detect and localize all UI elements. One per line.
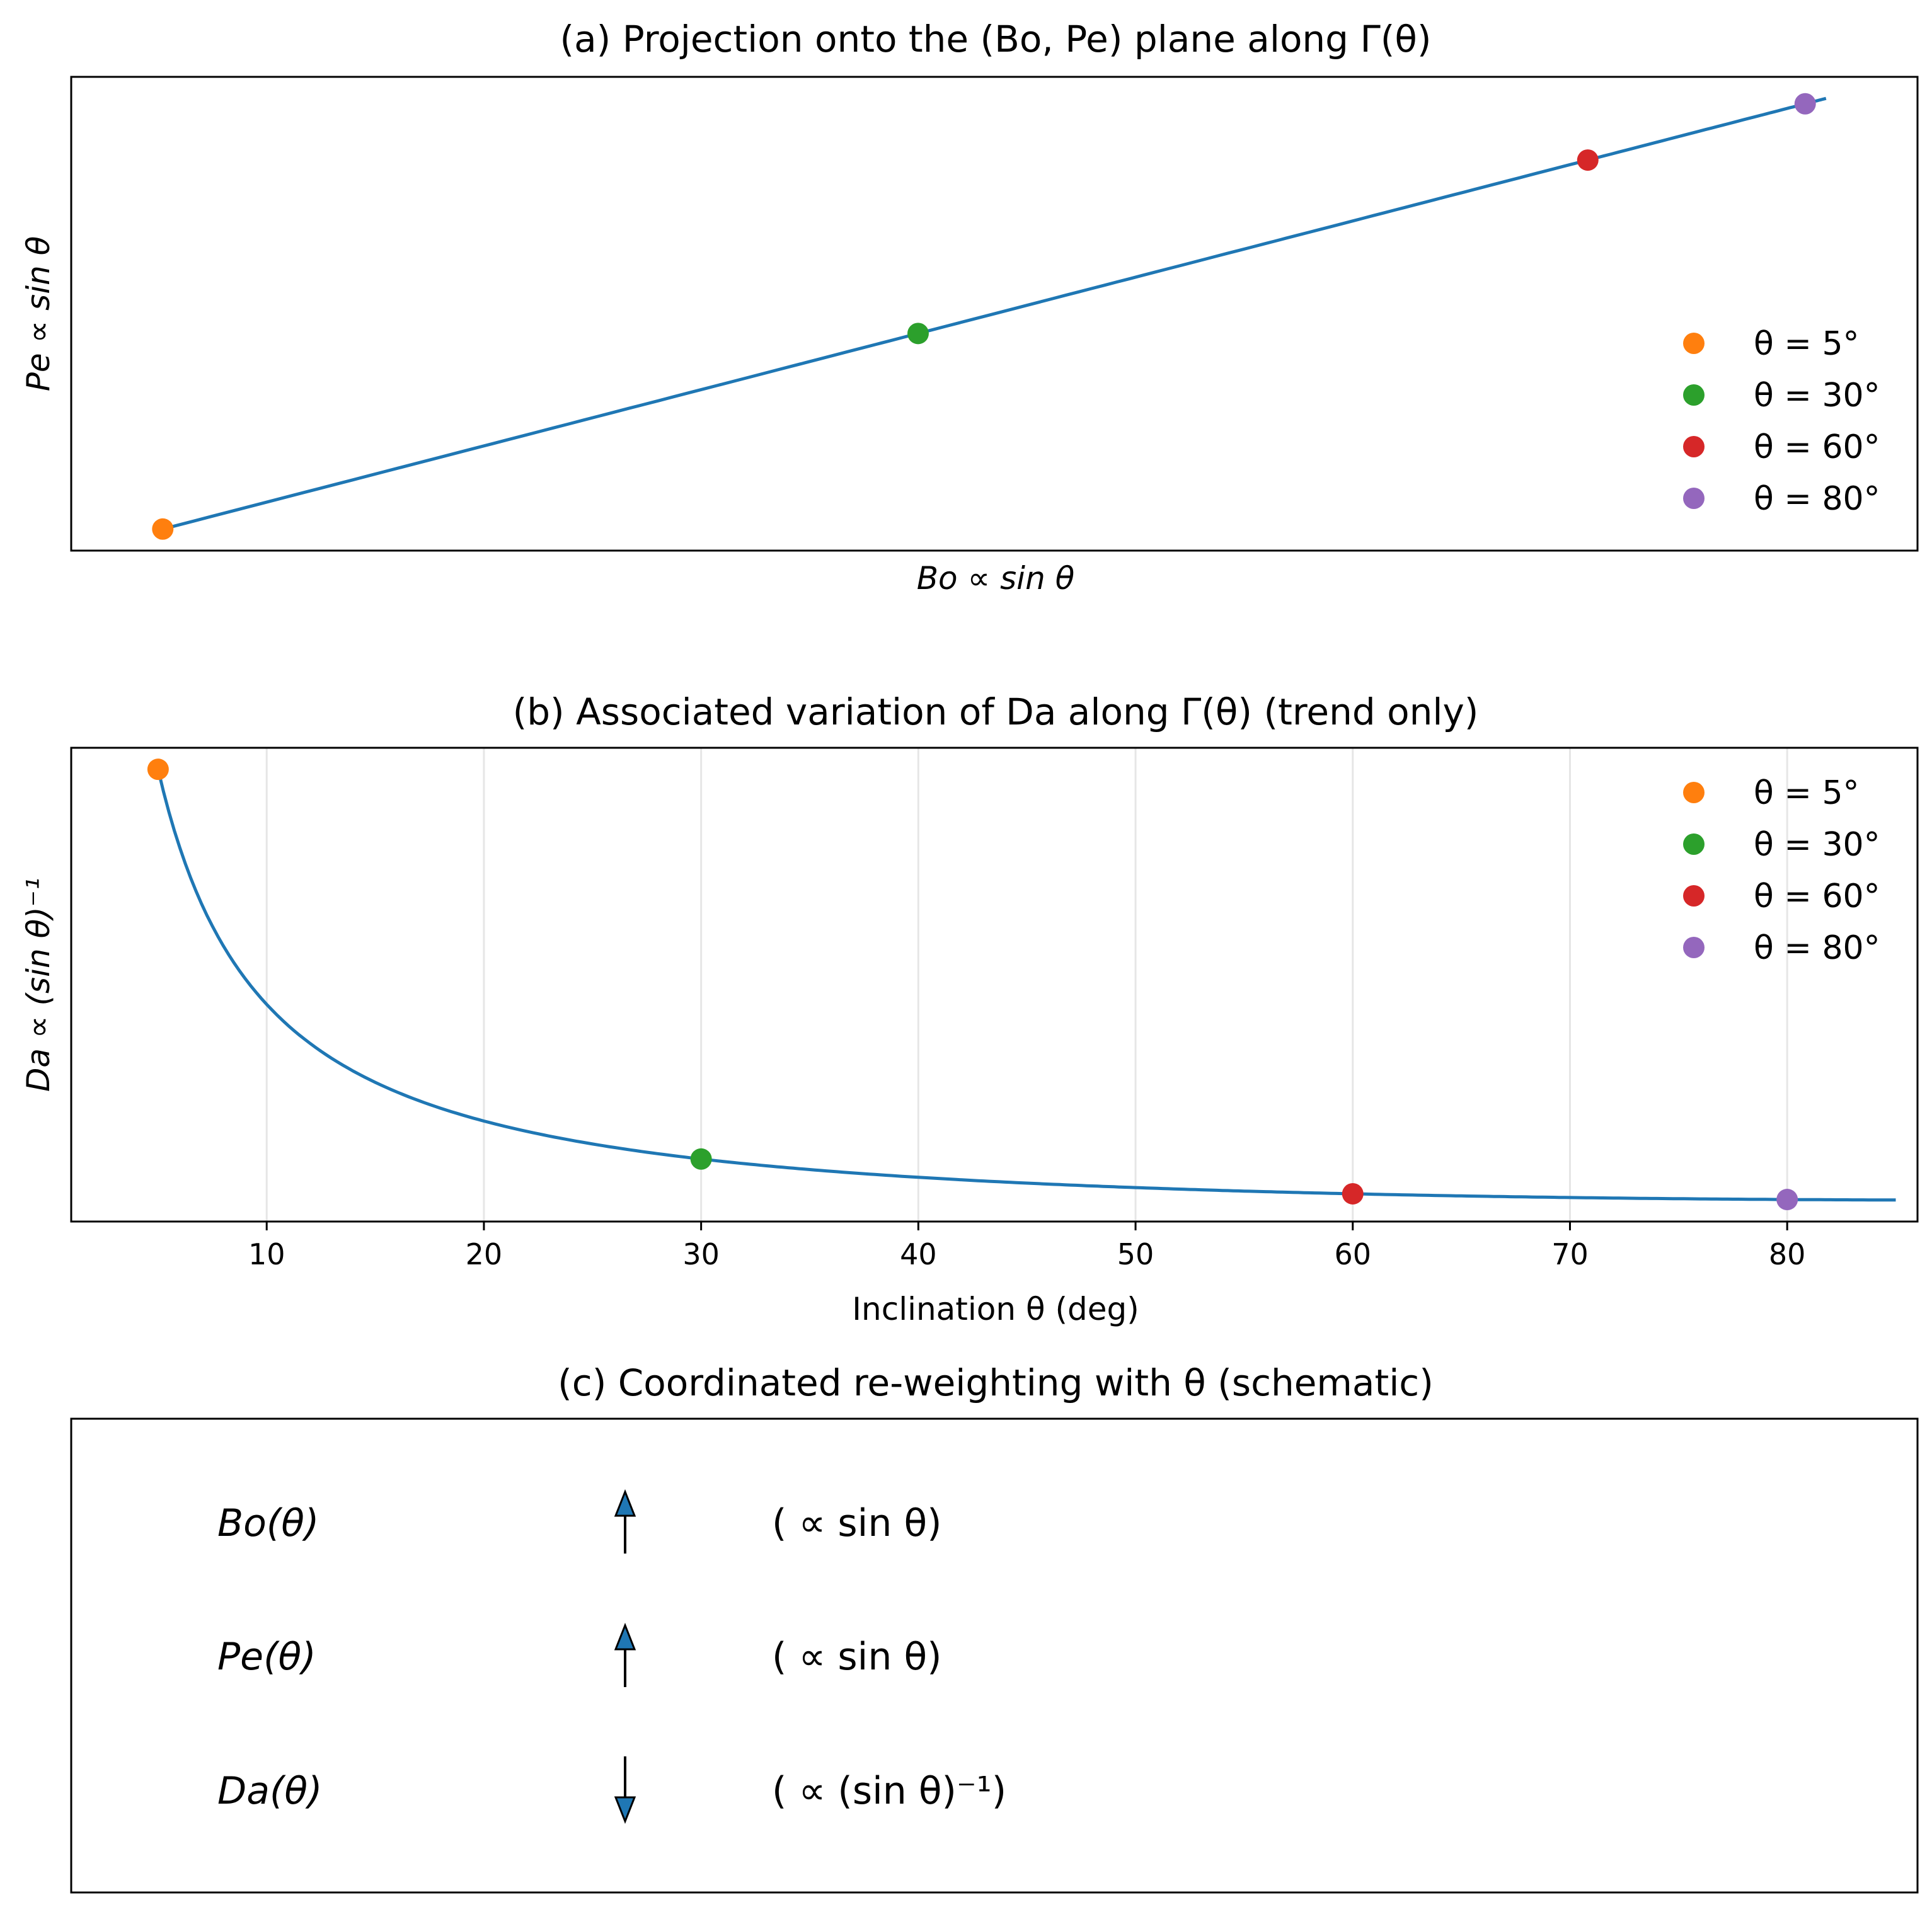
panel-b-curve-layer xyxy=(156,769,1896,1202)
arrow-up-icon xyxy=(614,1489,636,1517)
panel-a-legend-marker xyxy=(1683,384,1705,406)
panel-b-marker-point xyxy=(1776,1189,1798,1211)
panel-a-legend-label: θ = 5° xyxy=(1754,325,1860,363)
arrow-up-icon xyxy=(614,1622,636,1651)
panel-a: (a) Projection onto the (Bo, Pe) plane a… xyxy=(20,18,1919,597)
panel-b-legend-label: θ = 30° xyxy=(1754,826,1880,864)
schematic-relation-label: ( ∝ sin θ) xyxy=(772,1635,942,1679)
panel-b-legend: θ = 5° θ = 30° θ = 60° θ = 80° xyxy=(1683,774,1880,967)
panel-b-axes-frame xyxy=(70,747,1919,1223)
panel-a-legend-marker xyxy=(1683,488,1705,509)
panel-b-legend-label: θ = 5° xyxy=(1754,774,1860,812)
panel-b-title: (b) Associated variation of Da along Γ(θ… xyxy=(513,690,1479,733)
schematic-quantity-label: Da(θ) xyxy=(217,1769,323,1813)
panel-c-rows: Bo(θ) ( ∝ sin θ) Pe(θ) ( ∝ sin θ) Da(θ) ( ∝ (… xyxy=(217,1489,1006,1824)
panel-a-legend-label: θ = 60° xyxy=(1754,428,1880,466)
panel-b-xtick-label: 80 xyxy=(1769,1237,1806,1271)
panel-a-marker-point xyxy=(907,323,929,345)
panel-b-legend-marker xyxy=(1683,833,1705,855)
panel-c: (c) Coordinated re-weighting with θ (sch… xyxy=(70,1361,1919,1894)
schematic-quantity-label: Pe(θ) xyxy=(217,1635,316,1679)
panel-b-marker-point xyxy=(147,759,169,781)
panel-a-curve-layer xyxy=(162,96,1827,531)
arrow-down-icon xyxy=(614,1796,636,1824)
panel-b-xtick-label: 20 xyxy=(466,1237,503,1271)
panel-a-legend-label: θ = 80° xyxy=(1754,480,1880,518)
panel-c-title: (c) Coordinated re-weighting with θ (sch… xyxy=(558,1361,1434,1404)
schematic-relation-label: ( ∝ sin θ) xyxy=(772,1501,942,1545)
panel-b-marker-point xyxy=(1342,1182,1364,1205)
panel-a-marker-layer xyxy=(152,93,1816,540)
panel-b-xtick-label: 10 xyxy=(248,1237,285,1271)
panel-a-legend-label: θ = 30° xyxy=(1754,377,1880,415)
panel-a-ylabel: Pe ∝ sin θ xyxy=(20,236,57,392)
panel-b-xtick-label: 30 xyxy=(682,1237,720,1271)
panel-a-series-line xyxy=(162,96,1827,531)
panel-b-legend-label: θ = 80° xyxy=(1754,929,1880,967)
panel-a-legend: θ = 5° θ = 30° θ = 60° θ = 80° xyxy=(1683,325,1880,518)
panel-a-marker-point xyxy=(1577,149,1599,171)
panel-a-title: (a) Projection onto the (Bo, Pe) plane a… xyxy=(560,18,1432,60)
panel-a-marker-point xyxy=(1794,93,1816,115)
panel-b-legend-marker xyxy=(1683,782,1705,803)
panel-b-marker-point xyxy=(690,1148,712,1170)
panel-a-axes-frame xyxy=(70,76,1919,552)
panel-a-legend-marker xyxy=(1683,333,1705,354)
panel-a-xlabel: Bo ∝ sin θ xyxy=(917,560,1075,597)
panel-b-xtick-label: 40 xyxy=(900,1237,937,1271)
panel-b-xlabel: Inclination θ (deg) xyxy=(852,1291,1139,1327)
panel-b-series-line xyxy=(156,769,1896,1202)
panel-a-marker-point xyxy=(152,518,174,540)
panel-b: (b) Associated variation of Da along Γ(θ… xyxy=(20,690,1919,1327)
panel-b-xtick-label: 50 xyxy=(1117,1237,1154,1271)
panel-b-legend-label: θ = 60° xyxy=(1754,878,1880,915)
panel-b-marker-layer xyxy=(147,759,1798,1211)
panel-b-xtick-label: 70 xyxy=(1551,1237,1589,1271)
panel-b-xtick-label: 60 xyxy=(1334,1237,1371,1271)
panel-b-legend-marker xyxy=(1683,885,1705,907)
panel-a-legend-marker xyxy=(1683,436,1705,457)
panel-b-ylabel: Da ∝ (sin θ)⁻¹ xyxy=(20,878,57,1092)
panel-c-frame xyxy=(70,1417,1919,1894)
schematic-relation-label: ( ∝ (sin θ)⁻¹) xyxy=(772,1769,1006,1813)
panel-b-legend-marker xyxy=(1683,937,1705,958)
schematic-quantity-label: Bo(θ) xyxy=(217,1501,319,1545)
panel-b-grid-layer xyxy=(265,748,1788,1222)
panel-b-tick-layer: 10 20 30 40 50 60 70 80 xyxy=(248,1222,1805,1271)
